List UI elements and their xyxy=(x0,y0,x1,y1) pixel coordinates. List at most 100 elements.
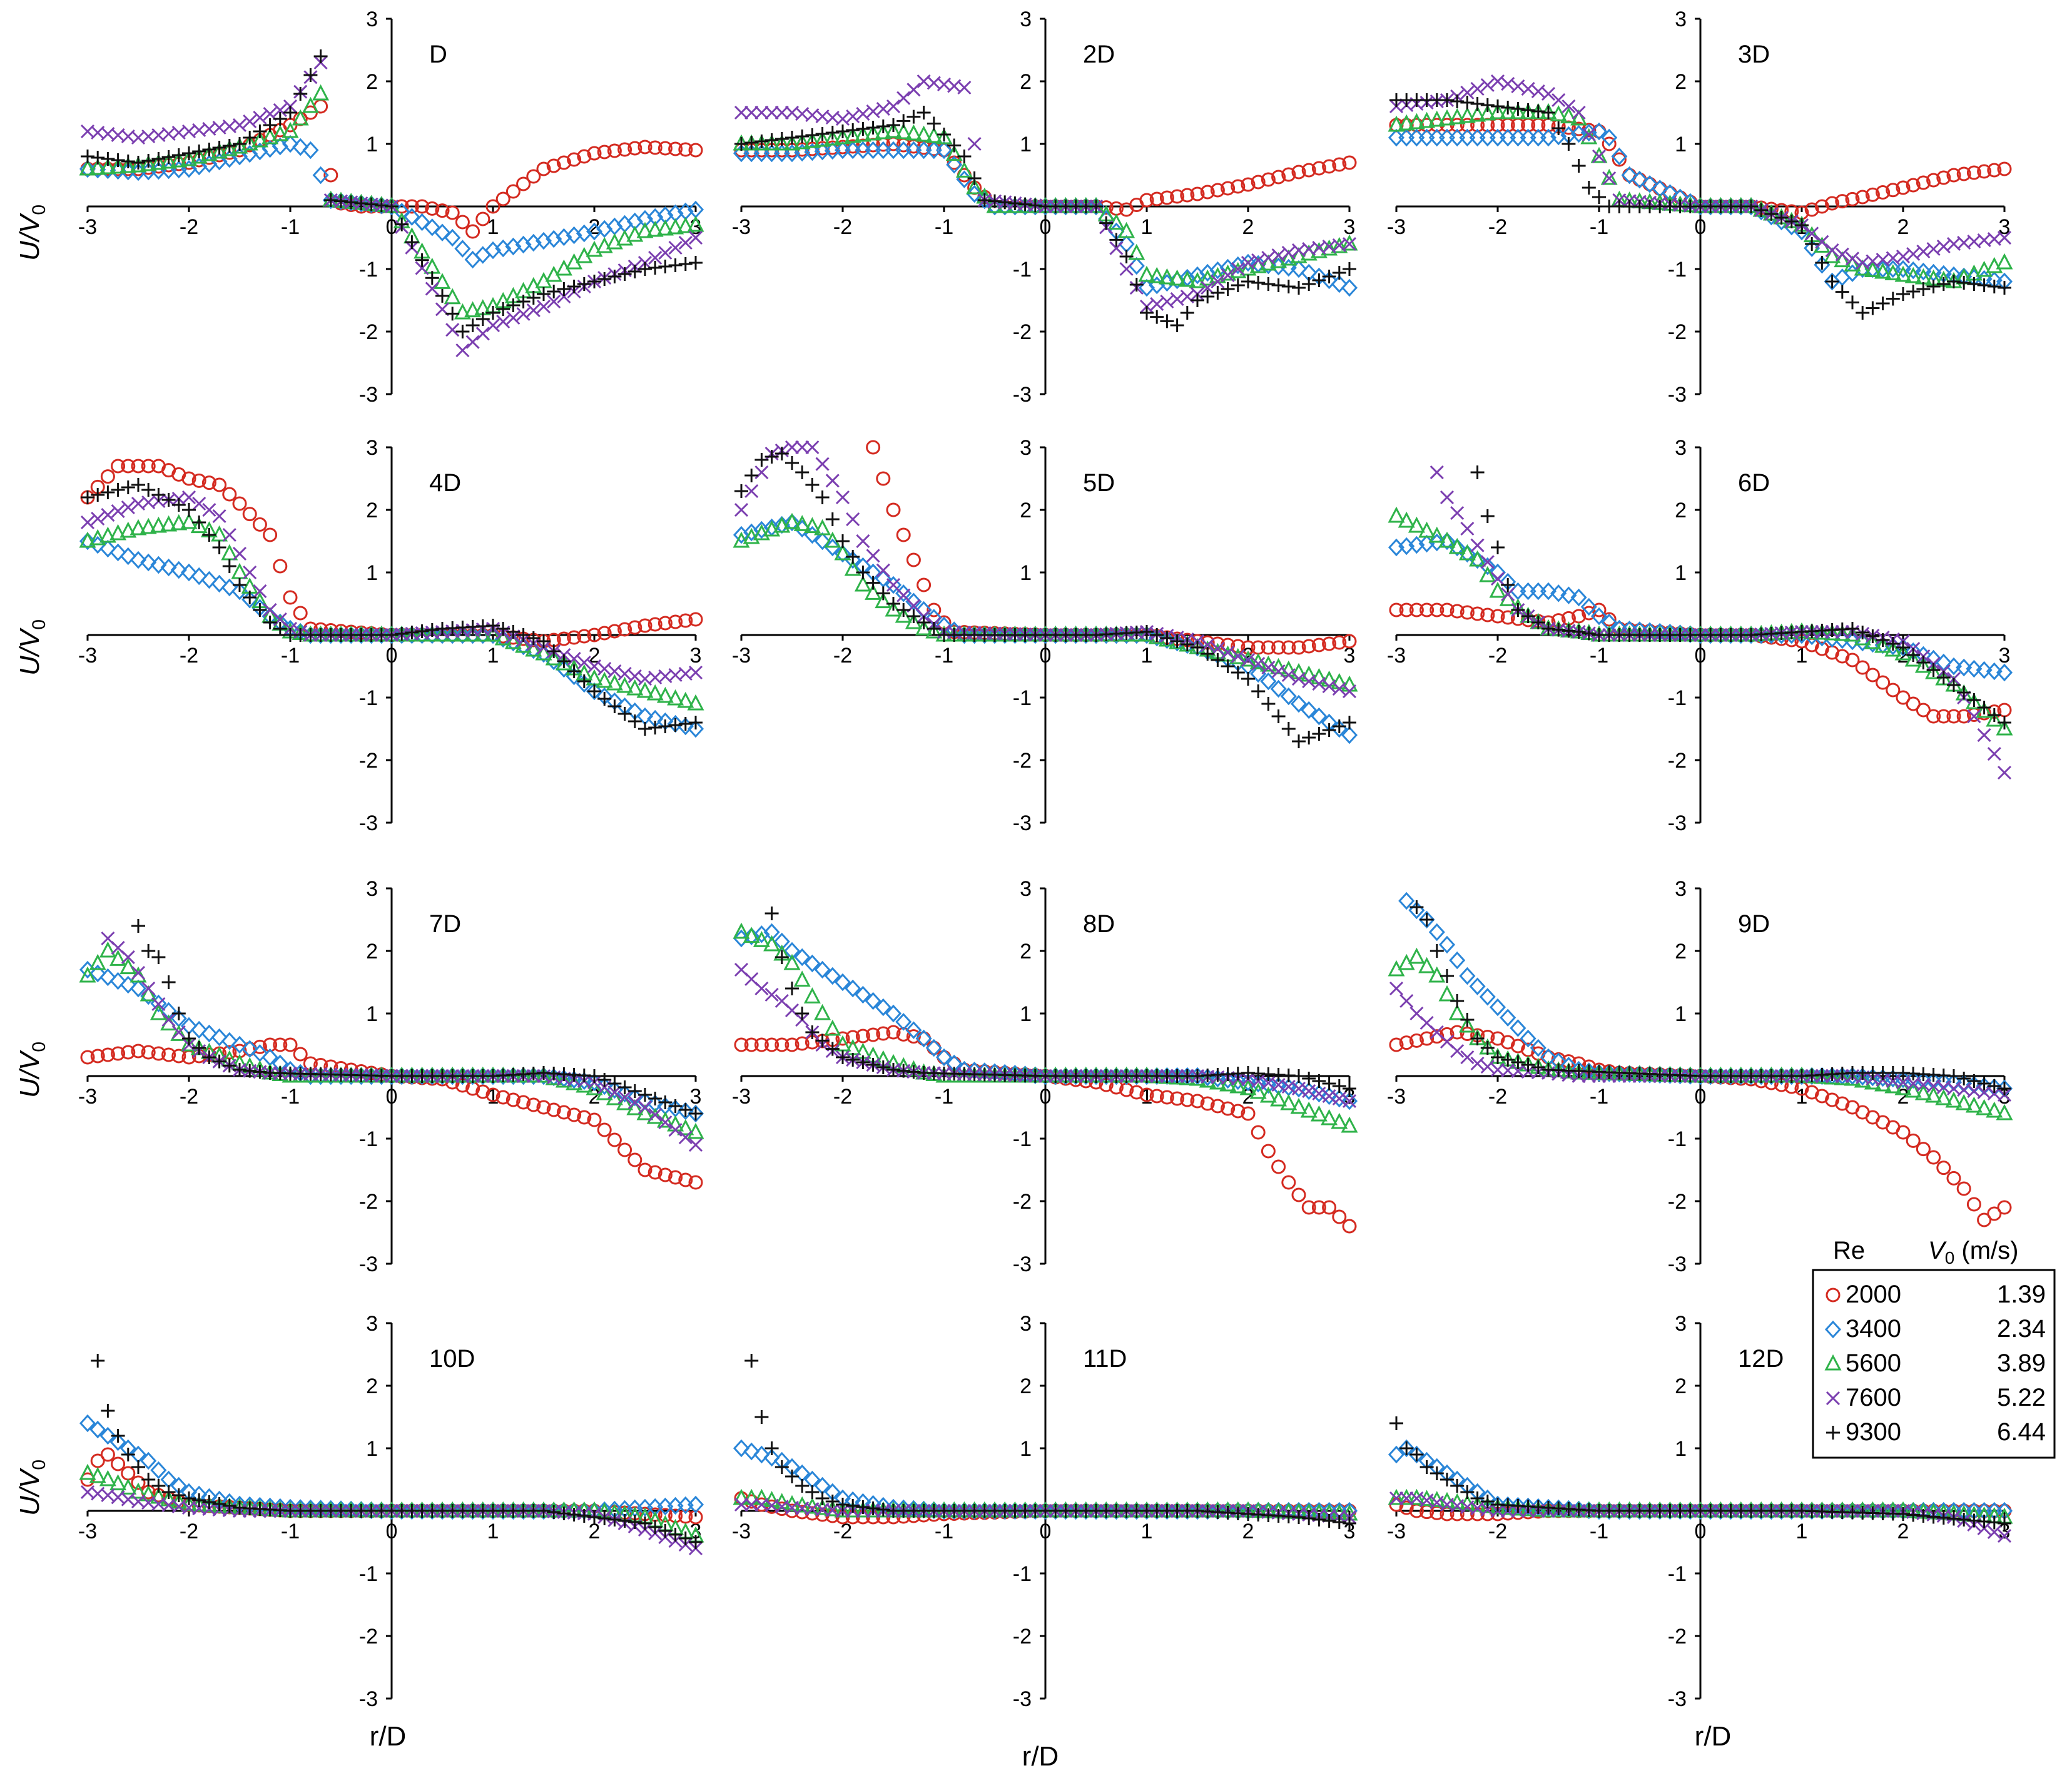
data-point xyxy=(1430,1029,1445,1044)
data-point xyxy=(119,547,136,566)
data-point xyxy=(1460,1027,1475,1041)
data-point xyxy=(845,979,861,998)
series-re-9300 xyxy=(81,49,703,338)
data-point xyxy=(1301,701,1318,719)
data-point xyxy=(79,531,96,548)
x-tick-label: 2 xyxy=(589,644,601,668)
data-point xyxy=(815,1034,830,1048)
data-point xyxy=(1480,98,1495,112)
data-point xyxy=(1430,465,1444,480)
data-point xyxy=(597,272,612,286)
data-point xyxy=(109,1474,127,1491)
data-point xyxy=(1996,719,2013,736)
data-point xyxy=(935,1048,953,1067)
data-point xyxy=(1322,723,1336,737)
data-point xyxy=(587,1069,601,1083)
data-point xyxy=(222,527,236,542)
data-point xyxy=(405,235,419,250)
data-point xyxy=(783,512,801,529)
data-point xyxy=(617,1080,632,1094)
data-point xyxy=(815,457,830,471)
x-tick-label: 2 xyxy=(1242,215,1254,239)
data-point xyxy=(856,122,870,136)
data-point xyxy=(824,967,841,985)
data-point xyxy=(1590,146,1608,163)
data-point xyxy=(1229,648,1247,664)
data-point xyxy=(627,1515,642,1529)
x-tick-label: 1 xyxy=(1796,1085,1808,1109)
data-point xyxy=(754,105,769,120)
data-point xyxy=(1480,78,1495,93)
data-point xyxy=(587,275,601,288)
data-point xyxy=(1936,1161,1951,1176)
panel-4: -3 -2 -1 0 1 2 3 -3 -2 -1 1 2 3 4D xyxy=(78,436,704,835)
x-tick-label: 1 xyxy=(1796,644,1808,668)
data-point xyxy=(1201,638,1215,653)
data-point xyxy=(1916,656,1931,669)
data-point xyxy=(161,1012,176,1027)
y-tick-label: -3 xyxy=(1013,811,1032,835)
data-point xyxy=(1300,1101,1318,1118)
data-point xyxy=(1231,649,1245,664)
data-point xyxy=(1209,261,1226,280)
data-point xyxy=(99,941,116,958)
data-point xyxy=(935,1066,953,1083)
data-point xyxy=(1580,597,1597,616)
data-point xyxy=(212,1054,226,1069)
data-point xyxy=(1428,526,1446,543)
data-point xyxy=(1399,1441,1414,1455)
data-point xyxy=(638,262,652,276)
data-point xyxy=(1774,211,1789,225)
data-point xyxy=(648,261,663,275)
data-point xyxy=(1846,295,1859,310)
data-point xyxy=(537,287,551,301)
x-tick-label: 2 xyxy=(1242,1085,1254,1109)
data-point xyxy=(454,303,471,320)
data-point xyxy=(1332,1209,1347,1224)
data-point xyxy=(1332,266,1346,280)
data-point xyxy=(1876,297,1890,310)
data-point xyxy=(1332,1515,1346,1529)
data-point xyxy=(1430,602,1445,617)
data-point xyxy=(475,312,490,326)
y-tick-label: 1 xyxy=(1675,561,1687,585)
data-point xyxy=(846,123,860,137)
data-point xyxy=(815,490,830,504)
data-point xyxy=(273,112,287,126)
data-point xyxy=(182,146,196,160)
data-point xyxy=(445,323,460,337)
data-point xyxy=(1438,935,1456,954)
data-point xyxy=(734,1497,749,1512)
legend-header-v0: V0 (m/s) xyxy=(1928,1237,2018,1267)
data-point xyxy=(753,931,770,947)
data-point xyxy=(434,273,451,289)
data-point xyxy=(545,1069,562,1085)
x-tick-label: -3 xyxy=(78,644,97,668)
data-point xyxy=(1550,584,1567,602)
data-point xyxy=(856,1500,870,1514)
data-point xyxy=(925,622,943,639)
data-point xyxy=(1936,277,1951,291)
x-tick-label: -3 xyxy=(1387,1085,1406,1109)
data-point xyxy=(1906,1133,1921,1148)
data-point xyxy=(1388,1445,1405,1464)
x-tick-label: 3 xyxy=(1999,215,2011,239)
data-point xyxy=(689,256,703,270)
data-point xyxy=(1399,1491,1414,1506)
data-point xyxy=(1491,99,1505,113)
data-point xyxy=(526,631,541,645)
data-point xyxy=(293,1047,308,1062)
data-point xyxy=(1460,1050,1475,1065)
data-point xyxy=(363,195,380,213)
data-point xyxy=(79,1414,96,1433)
data-point xyxy=(546,1102,561,1117)
data-point xyxy=(658,719,673,733)
data-point xyxy=(876,586,890,601)
data-point xyxy=(1490,571,1505,586)
data-point xyxy=(1894,260,1912,278)
data-point xyxy=(1844,255,1861,272)
data-point xyxy=(91,151,105,165)
data-point xyxy=(1170,292,1184,307)
